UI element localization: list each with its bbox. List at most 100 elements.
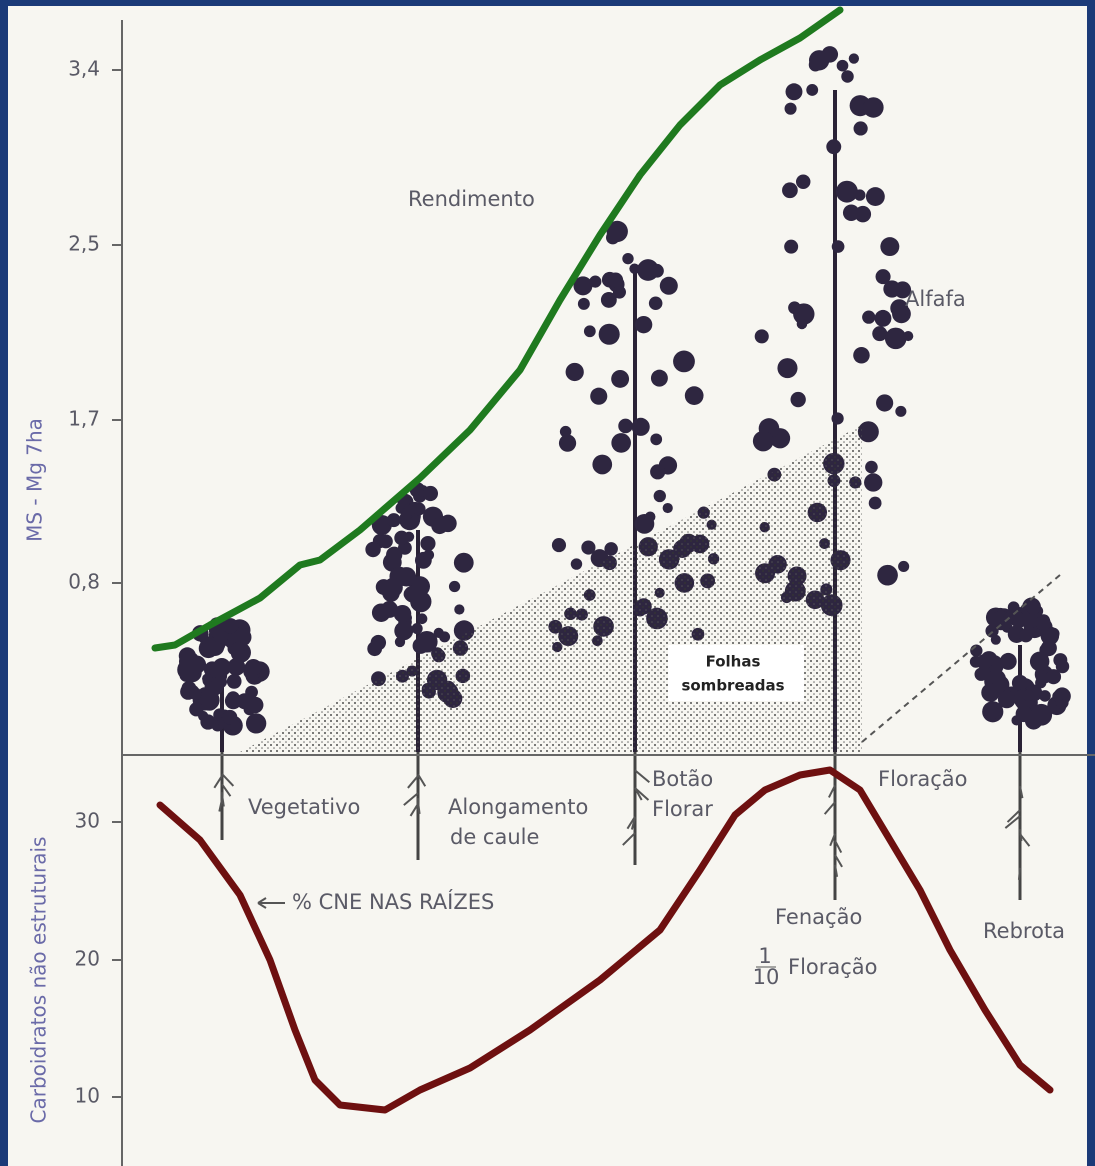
leaf bbox=[985, 706, 1000, 720]
leaf bbox=[650, 369, 668, 387]
paper bbox=[8, 6, 1087, 1166]
leaf bbox=[226, 691, 240, 705]
leaf bbox=[884, 327, 907, 350]
leaf bbox=[592, 454, 613, 475]
root bbox=[630, 817, 636, 830]
root bbox=[1006, 809, 1021, 823]
leaf bbox=[1007, 601, 1020, 614]
leaf bbox=[808, 50, 830, 71]
leaf bbox=[842, 204, 860, 222]
roots-label: % CNE NAS RAÍZES bbox=[292, 889, 494, 914]
root bbox=[1019, 833, 1031, 847]
leaf bbox=[857, 421, 879, 443]
leaf bbox=[393, 604, 412, 623]
leaf bbox=[454, 604, 465, 615]
leaf bbox=[644, 511, 656, 522]
leaf bbox=[796, 318, 808, 330]
tick-label: 20 bbox=[75, 947, 100, 971]
stage-label: Fenação bbox=[775, 905, 862, 929]
leaf bbox=[1015, 705, 1033, 723]
root bbox=[417, 801, 421, 815]
leaf bbox=[1045, 669, 1062, 685]
arrow bbox=[257, 897, 285, 909]
leaf bbox=[551, 538, 567, 553]
tick-label: 30 bbox=[75, 809, 100, 833]
leaf bbox=[412, 637, 429, 654]
root bbox=[409, 803, 419, 817]
stage-label: Florar bbox=[652, 797, 713, 821]
stage-label: Rebrota bbox=[983, 919, 1065, 943]
leaf bbox=[836, 59, 849, 72]
leaf bbox=[880, 237, 900, 257]
leaf bbox=[607, 272, 624, 288]
leaf bbox=[788, 301, 801, 315]
leaf bbox=[659, 276, 678, 295]
leaf bbox=[777, 358, 798, 379]
yield-curve bbox=[151, 6, 844, 652]
root bbox=[221, 783, 232, 797]
leaf bbox=[865, 187, 885, 207]
leaf bbox=[790, 391, 806, 408]
root bbox=[823, 801, 836, 815]
leaf bbox=[806, 84, 819, 96]
leaf bbox=[1026, 600, 1041, 615]
leaf bbox=[423, 549, 435, 561]
root bbox=[1019, 785, 1024, 799]
leaf bbox=[875, 269, 891, 285]
leaf bbox=[453, 552, 474, 573]
root bbox=[829, 833, 836, 847]
leaf bbox=[1029, 651, 1050, 672]
leaf bbox=[570, 558, 583, 570]
upper-axis-title: MS - Mg 7ha bbox=[23, 418, 47, 542]
leaf bbox=[189, 687, 202, 700]
leaf bbox=[604, 542, 618, 556]
leaf bbox=[618, 418, 633, 434]
stage-label: Botão bbox=[652, 767, 713, 791]
leaf bbox=[648, 296, 663, 311]
stage-label: Floração bbox=[878, 767, 968, 791]
leaf bbox=[420, 535, 436, 552]
leaf bbox=[367, 641, 383, 657]
leaf bbox=[784, 102, 797, 115]
stage-label: Vegetativo bbox=[248, 795, 360, 819]
leaf bbox=[233, 628, 252, 647]
leaf bbox=[634, 315, 653, 334]
leaf bbox=[999, 652, 1017, 670]
leaf bbox=[439, 631, 451, 643]
leaf bbox=[1035, 615, 1051, 631]
leaf bbox=[558, 434, 577, 452]
leaf bbox=[411, 622, 423, 635]
leaf bbox=[684, 386, 704, 405]
root bbox=[213, 775, 223, 789]
leaf bbox=[831, 412, 844, 425]
leaf bbox=[189, 702, 204, 717]
leaf bbox=[662, 502, 673, 514]
leaf bbox=[422, 485, 439, 502]
fraction-denominator: 10 bbox=[753, 965, 780, 989]
fraction-numerator: 1 bbox=[758, 944, 771, 968]
leaf bbox=[673, 350, 695, 373]
tick-label: 2,5 bbox=[68, 232, 100, 256]
leaf bbox=[650, 264, 664, 278]
leaf bbox=[877, 564, 898, 586]
leaf bbox=[853, 346, 870, 364]
leaf bbox=[831, 240, 845, 253]
leaf bbox=[222, 709, 238, 725]
shaded-label: Folhas bbox=[706, 653, 761, 671]
leaf bbox=[394, 530, 409, 546]
leaf bbox=[784, 239, 799, 254]
leaf bbox=[383, 577, 403, 598]
leaf bbox=[431, 517, 449, 535]
tick-label: 3,4 bbox=[68, 57, 100, 81]
leaf bbox=[874, 309, 892, 327]
stage-label: Floração bbox=[788, 955, 878, 979]
leaf bbox=[752, 430, 774, 452]
leaf bbox=[650, 464, 666, 480]
root bbox=[218, 799, 223, 812]
root bbox=[634, 769, 650, 784]
leaf bbox=[244, 658, 262, 676]
leaf bbox=[862, 310, 876, 324]
leaf bbox=[782, 182, 798, 199]
leaf bbox=[863, 97, 884, 118]
